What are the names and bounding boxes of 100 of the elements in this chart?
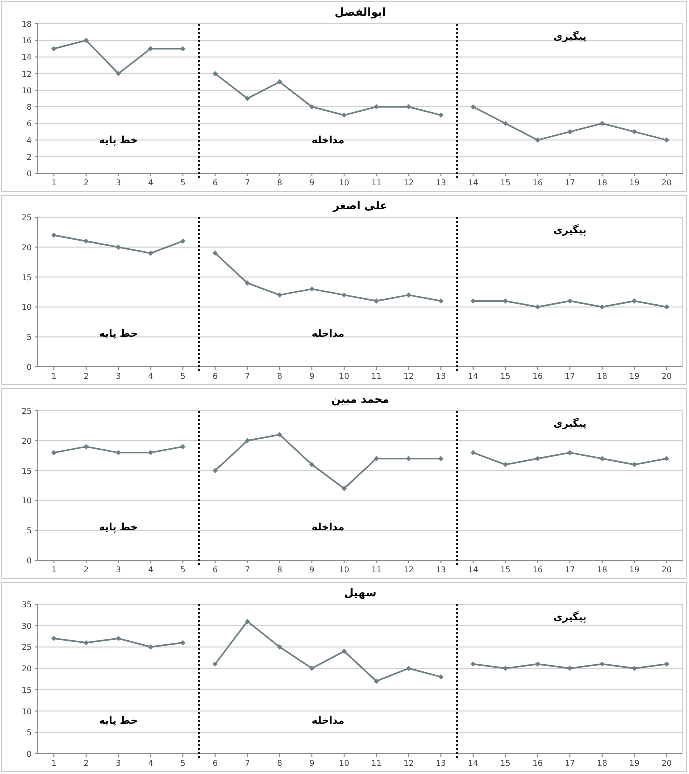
- y-tick-label: 25: [22, 214, 32, 222]
- x-tick-label: 19: [630, 566, 640, 574]
- x-tick-label: 14: [468, 566, 478, 574]
- y-tick-label: 0: [26, 363, 32, 372]
- x-tick-label: 18: [597, 566, 608, 574]
- x-tick-label: 17: [565, 178, 576, 188]
- y-tick-label: 16: [22, 36, 32, 46]
- annotation: پیگیری: [554, 417, 587, 430]
- y-tick-label: 4: [26, 136, 32, 146]
- x-tick-label: 8: [277, 759, 282, 768]
- chart-title: ابوالفضل: [334, 6, 386, 19]
- y-tick-label: 8: [26, 103, 32, 112]
- x-tick-label: 2: [84, 372, 89, 381]
- x-tick-label: 10: [339, 566, 350, 574]
- x-tick-label: 11: [372, 178, 382, 188]
- y-tick-label: 25: [22, 407, 32, 416]
- y-tick-label: 0: [26, 556, 32, 566]
- x-tick-label: 4: [148, 759, 154, 768]
- x-tick-label: 17: [565, 566, 576, 574]
- x-tick-label: 1: [52, 372, 57, 381]
- x-tick-label: 5: [180, 759, 186, 768]
- x-tick-label: 3: [116, 372, 122, 381]
- x-tick-label: 1: [52, 566, 57, 574]
- y-tick-label: 2: [26, 152, 32, 162]
- x-tick-label: 13: [436, 372, 446, 381]
- y-tick-label: 5: [26, 526, 32, 536]
- x-tick-label: 20: [662, 759, 672, 768]
- x-tick-label: 6: [212, 372, 218, 381]
- y-tick-label: 15: [22, 466, 32, 476]
- x-tick-label: 14: [468, 178, 478, 188]
- x-tick-label: 9: [310, 178, 315, 188]
- chart-title: محمد مبین: [332, 393, 390, 406]
- x-tick-label: 15: [500, 566, 511, 574]
- x-tick-label: 12: [404, 566, 414, 574]
- x-tick-label: 20: [662, 372, 672, 381]
- y-tick-label: 0: [26, 170, 32, 178]
- annotation: مداخله: [312, 716, 345, 728]
- y-tick-label: 14: [22, 53, 32, 62]
- x-tick-label: 7: [245, 759, 250, 768]
- y-tick-label: 6: [26, 120, 32, 129]
- x-tick-label: 9: [310, 566, 315, 574]
- annotation: مداخله: [312, 522, 345, 534]
- x-tick-label: 1: [52, 178, 57, 188]
- y-tick-label: 12: [22, 70, 32, 79]
- annotation: خط پایه: [99, 522, 138, 534]
- x-tick-label: 8: [277, 566, 282, 574]
- x-tick-label: 11: [372, 372, 382, 381]
- x-tick-label: 13: [436, 178, 446, 188]
- y-tick-label: 10: [22, 707, 32, 716]
- x-tick-label: 15: [500, 178, 511, 188]
- x-tick-label: 20: [662, 178, 672, 188]
- x-tick-label: 5: [180, 178, 186, 188]
- x-tick-label: 1: [52, 759, 57, 768]
- x-tick-label: 12: [404, 178, 414, 188]
- x-tick-label: 12: [404, 759, 414, 768]
- x-tick-label: 10: [339, 759, 350, 768]
- x-tick-label: 16: [532, 566, 543, 574]
- x-tick-label: 13: [436, 759, 446, 768]
- annotation: پیگیری: [554, 610, 587, 624]
- x-tick-label: 6: [212, 178, 218, 188]
- y-tick-label: 20: [22, 243, 32, 252]
- y-tick-label: 5: [26, 333, 32, 342]
- x-tick-label: 20: [662, 566, 672, 574]
- y-tick-label: 10: [22, 496, 32, 506]
- x-tick-label: 4: [148, 566, 154, 574]
- y-tick-label: 5: [26, 728, 32, 738]
- y-tick-label: 20: [22, 664, 32, 674]
- annotation: خط پایه: [99, 716, 138, 728]
- x-tick-label: 6: [212, 759, 218, 768]
- y-tick-label: 35: [22, 600, 32, 610]
- x-tick-label: 18: [597, 372, 608, 381]
- x-tick-label: 14: [468, 372, 478, 381]
- x-tick-label: 10: [339, 178, 350, 188]
- x-tick-label: 19: [630, 372, 640, 381]
- x-tick-label: 8: [277, 372, 282, 381]
- x-tick-label: 2: [84, 759, 89, 768]
- y-tick-label: 10: [22, 303, 32, 312]
- x-tick-label: 18: [597, 178, 608, 188]
- x-tick-label: 2: [84, 566, 89, 574]
- x-tick-label: 5: [180, 566, 186, 574]
- x-tick-label: 15: [500, 372, 511, 381]
- x-tick-label: 5: [180, 372, 186, 381]
- x-tick-label: 7: [245, 178, 250, 188]
- x-tick-label: 8: [277, 178, 282, 188]
- x-tick-label: 3: [116, 178, 122, 188]
- x-tick-label: 7: [245, 566, 250, 574]
- x-tick-label: 17: [565, 372, 576, 381]
- y-tick-label: 30: [22, 622, 32, 631]
- x-tick-label: 9: [310, 372, 315, 381]
- x-tick-label: 12: [404, 372, 414, 381]
- annotation: خط پایه: [99, 136, 138, 147]
- x-tick-label: 4: [148, 372, 154, 381]
- x-tick-label: 19: [630, 759, 640, 768]
- y-tick-label: 15: [22, 686, 32, 695]
- x-tick-label: 11: [372, 759, 382, 768]
- y-tick-label: 25: [22, 643, 32, 652]
- x-tick-label: 4: [148, 178, 154, 188]
- y-tick-label: 0: [26, 750, 32, 759]
- x-tick-label: 13: [436, 566, 446, 574]
- x-tick-label: 17: [565, 759, 576, 768]
